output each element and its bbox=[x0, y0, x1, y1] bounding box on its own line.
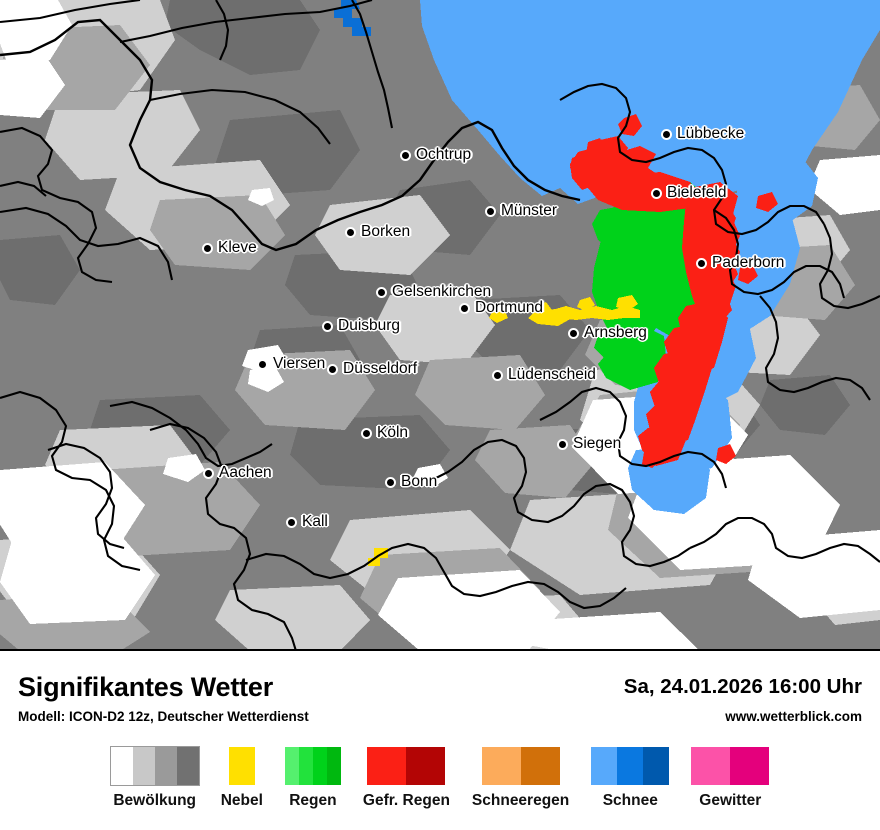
legend-item: Gefr. Regen bbox=[363, 747, 450, 810]
legend-swatch bbox=[591, 747, 670, 785]
legend-item: Nebel bbox=[221, 747, 263, 810]
weather-legend: Bewölkung Nebel Regen Gefr. Regen Schneerege… bbox=[0, 746, 880, 810]
legend-swatch-step bbox=[176, 747, 199, 785]
legend-label: Regen bbox=[289, 792, 337, 809]
legend-swatch-step bbox=[228, 747, 255, 785]
legend-label: Schneeregen bbox=[471, 792, 570, 809]
map-canvas bbox=[0, 0, 880, 649]
legend-swatch-step bbox=[406, 747, 446, 785]
legend-label: Gewitter bbox=[699, 792, 762, 809]
freezing-rain-area bbox=[570, 114, 778, 468]
border-lines bbox=[0, 0, 880, 649]
legend-swatch-step bbox=[591, 747, 618, 785]
forecast-timestamp: Sa, 24.01.2026 16:00 Uhr bbox=[623, 675, 862, 698]
legend-swatch bbox=[109, 746, 200, 786]
legend-label: Nebel bbox=[220, 792, 263, 809]
legend-item: Regen bbox=[284, 747, 341, 810]
footer-panel: Signifikantes Wetter Modell: ICON-D2 12z… bbox=[0, 651, 880, 830]
legend-swatch-step bbox=[154, 747, 177, 785]
legend-swatch-step bbox=[481, 747, 521, 785]
heavy-snow-area bbox=[334, 0, 371, 36]
legend-swatch bbox=[367, 747, 446, 785]
legend-swatch-step bbox=[730, 747, 770, 785]
legend-label: Schnee bbox=[602, 792, 658, 809]
legend-swatch-step bbox=[617, 747, 644, 785]
website-link: www.wetterblick.com bbox=[725, 709, 862, 724]
legend-swatch-step bbox=[110, 747, 133, 785]
model-subtitle: Modell: ICON-D2 12z, Deutscher Wetterdie… bbox=[18, 709, 309, 724]
legend-swatch bbox=[691, 747, 770, 785]
legend-swatch bbox=[481, 747, 560, 785]
legend-item: Bewölkung bbox=[109, 746, 200, 810]
precipitation-layer bbox=[334, 0, 880, 566]
page-title: Signifikantes Wetter bbox=[18, 672, 274, 702]
legend-swatch-step bbox=[284, 747, 299, 785]
legend-swatch bbox=[284, 747, 341, 785]
weather-map[interactable]: Lübbecke Ochtrup Bielefeld Münster Borke… bbox=[0, 0, 880, 651]
legend-swatch bbox=[228, 747, 255, 785]
legend-item: Gewitter bbox=[691, 747, 770, 810]
legend-swatch-step bbox=[691, 747, 731, 785]
legend-label: Bewölkung bbox=[113, 792, 197, 809]
legend-swatch-step bbox=[326, 747, 341, 785]
legend-swatch-step bbox=[643, 747, 670, 785]
legend-label: Gefr. Regen bbox=[362, 792, 450, 809]
legend-swatch-step bbox=[132, 747, 155, 785]
legend-swatch-step bbox=[298, 747, 313, 785]
legend-item: Schneeregen bbox=[472, 747, 569, 810]
legend-item: Schnee bbox=[591, 747, 670, 810]
legend-swatch-step bbox=[312, 747, 327, 785]
legend-swatch-step bbox=[520, 747, 560, 785]
legend-swatch-step bbox=[367, 747, 407, 785]
